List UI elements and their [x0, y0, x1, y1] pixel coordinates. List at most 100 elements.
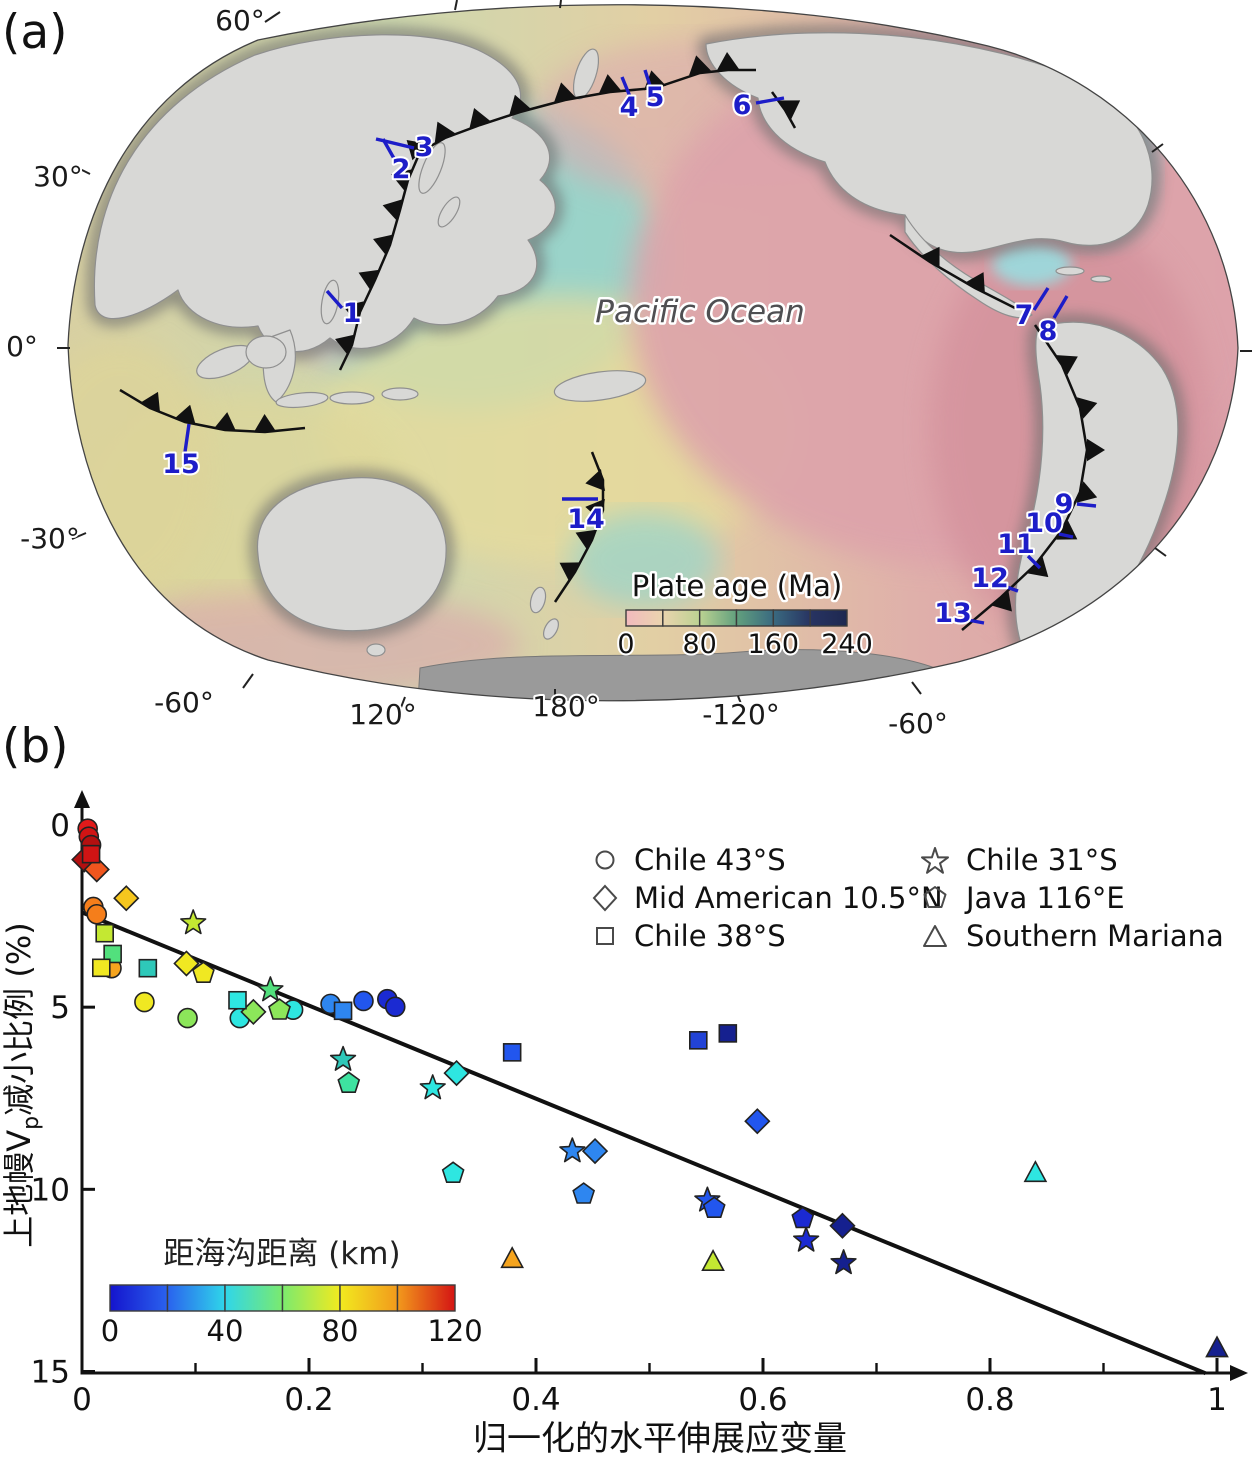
site-leader-line: [620, 76, 633, 100]
site-label-15: 15: [160, 423, 202, 482]
series-triangle: [500, 1160, 1229, 1358]
new-guinea-island: [553, 370, 647, 402]
triangle-marker-icon: [923, 925, 947, 947]
colorbar-cell: [224, 1284, 284, 1312]
point-circle: [177, 1007, 198, 1029]
site-number: 13: [934, 598, 972, 629]
site-leader-line: [325, 289, 344, 310]
colorbar-cell: [281, 1284, 341, 1312]
middle-america-trench: [889, 233, 1016, 310]
site-leader-line: [967, 618, 985, 625]
point-square: [689, 1031, 708, 1050]
site-number: 10: [1025, 508, 1063, 539]
site-leader-line: [1052, 295, 1069, 319]
site-leader-line: [1003, 584, 1019, 593]
colorbar-cell: [109, 1284, 169, 1312]
colorbar-cell: [396, 1284, 456, 1312]
point-diamond: [829, 1212, 856, 1239]
graticule-label: 180°: [532, 690, 599, 723]
site-leader-line: [1058, 532, 1074, 539]
point-circle: [134, 991, 155, 1013]
legend-label: Southern Mariana: [966, 919, 1224, 953]
series-star: [180, 909, 857, 1275]
site-leader-line: [1032, 287, 1050, 311]
point-pentagon: [572, 1182, 596, 1204]
legend-label: Chile 31°S: [966, 843, 1118, 877]
graticule-label: 120°: [349, 698, 416, 731]
colorbar-cell: [735, 609, 775, 627]
borneo-island: [245, 335, 287, 369]
site-label-12: 12: [969, 561, 1019, 596]
site-leader-line: [643, 69, 654, 93]
x-axis-arrow-icon: [1230, 1365, 1248, 1381]
mariana-japan-aleutian-trench: [335, 52, 756, 371]
x-tick-label: 1: [1207, 1382, 1227, 1418]
site-number: 8: [1039, 316, 1058, 347]
panel-b-label: (b): [2, 719, 69, 774]
legend-label: Chile 38°S: [634, 919, 786, 953]
scatter-points: [71, 818, 1229, 1358]
x-tick-label: 0: [72, 1382, 92, 1418]
point-pentagon: [337, 1071, 361, 1093]
distance-colorbar: 距海沟距离 (km) 0 40 80 120: [101, 1236, 483, 1348]
point-square: [718, 1024, 738, 1043]
point-pentagon: [268, 998, 291, 1020]
diamond-marker-icon: [592, 884, 618, 912]
point-star: [180, 909, 207, 935]
chart-legend: Chile 43°S Mid American 10.5°N Chile 38°…: [592, 843, 1224, 953]
colorbar-tick-label: 0: [101, 1314, 119, 1348]
star-marker-icon: [921, 847, 949, 874]
site-number: 7: [1015, 300, 1034, 331]
point-square: [138, 958, 158, 978]
colorbar-cell: [809, 609, 848, 627]
legend-item-mariana: Southern Mariana: [923, 919, 1224, 953]
colorbar-cell: [625, 609, 664, 627]
point-triangle: [1023, 1160, 1048, 1183]
point-triangle: [500, 1246, 525, 1269]
point-star: [257, 976, 284, 1002]
circle-marker-icon: [595, 850, 615, 870]
site-leader-line: [755, 96, 785, 105]
colorbar-tick-label: 160: [748, 629, 800, 660]
site-label-8: 8: [1037, 295, 1069, 349]
point-square: [91, 958, 111, 978]
y-axis-arrow-icon: [74, 790, 90, 808]
map-raster: [68, 4, 1238, 701]
point-star: [329, 1045, 357, 1071]
caribbean-islands: [1055, 266, 1085, 276]
colorbar-cell: [698, 609, 738, 627]
legend-item-chile31: Chile 31°S: [921, 843, 1118, 877]
point-triangle: [1205, 1335, 1229, 1358]
point-star: [559, 1137, 586, 1163]
x-axis-title: 归一化的水平伸展应变量: [473, 1419, 847, 1459]
graticule-label: -60°: [154, 686, 214, 719]
distance-colorbar-title: 距海沟距离 (km): [163, 1236, 400, 1272]
colorbar-cell: [662, 609, 701, 627]
graticule-label: -60°: [888, 707, 948, 740]
site-number: 15: [162, 449, 200, 480]
x-tick-label: 0.6: [738, 1382, 787, 1418]
site-number: 5: [646, 82, 665, 113]
new-zealand-islands: [529, 586, 547, 614]
legend-item-midamerican: Mid American 10.5°N: [592, 881, 943, 915]
site-number: 11: [997, 529, 1035, 560]
site-number: 4: [620, 92, 639, 123]
graticule-labels: 60° 30° 0° -30° -60° 120° 180° -120° -60°: [4, 2, 950, 742]
colorbar-tick-label: 120: [427, 1314, 482, 1348]
graticule-label: -30°: [20, 522, 80, 555]
site-leader-line: [183, 423, 191, 453]
colorbar-tick-label: 0: [617, 629, 634, 660]
point-diamond: [83, 856, 110, 883]
site-label-5: 5: [643, 69, 666, 115]
tonga-kermadec-trench: [553, 451, 606, 603]
x-tick-label: 0.2: [284, 1382, 333, 1418]
australia-landmass: [256, 477, 447, 632]
site-number: 9: [1055, 489, 1074, 520]
colorbar-tick-label: 80: [322, 1314, 359, 1348]
point-circle: [353, 990, 374, 1012]
x-tick-label: 0.4: [511, 1382, 560, 1418]
south-america-landmass: [1014, 321, 1179, 664]
tasmania-island: [366, 643, 386, 657]
